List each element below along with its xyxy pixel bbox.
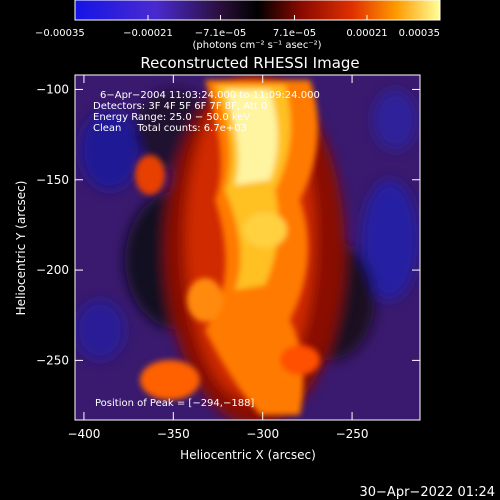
- chart-title: Reconstructed RHESSI Image: [140, 54, 359, 72]
- annotation-detectors: Detectors: 3F 4F 5F 6F 7F 8F, Att 0: [93, 101, 267, 112]
- x-tick-label: −300: [246, 427, 279, 441]
- y-tick-label: −250: [36, 353, 69, 367]
- x-tick-label: −250: [336, 427, 369, 441]
- plot-frame: [74, 74, 421, 421]
- y-tick-label: −100: [36, 82, 69, 96]
- y-axis: −100 −150 −200 −250: [36, 82, 420, 367]
- colorbar: [75, 0, 440, 20]
- heatmap-image: [75, 75, 420, 420]
- footer-timestamp: 30−Apr−2022 01:24: [360, 485, 496, 500]
- annotation-time-range: 6−Apr−2004 11:03:24.000 to 11:09:24.000: [100, 90, 320, 101]
- annotation-energy-range: Energy Range: 25.0 − 50.0 keV: [93, 112, 250, 123]
- annotation-peak-position: Position of Peak = [−294,−188]: [95, 398, 254, 409]
- x-tick-label: −350: [157, 427, 190, 441]
- colorbar-ticks: −0.00035 −0.00021 −7.1e−05 7.1e−05 0.00021 0.…: [35, 15, 441, 39]
- colorbar-tick-label: −0.00035: [35, 28, 85, 39]
- colorbar-tick-label: −7.1e−05: [195, 28, 247, 39]
- y-tick-label: −200: [36, 263, 69, 277]
- colorbar-unit-label: (photons cm⁻² s⁻¹ asec⁻²): [192, 40, 321, 51]
- colorbar-frame: [74, 0, 441, 21]
- annotation-clean-counts: Clean Total counts: 6.7e+03: [93, 123, 247, 134]
- colorbar-tick-label: 7.1e−05: [273, 28, 316, 39]
- x-tick-label: −400: [67, 427, 100, 441]
- colorbar-tick-label: −0.00021: [123, 28, 173, 39]
- x-axis: −400 −350 −300 −250: [67, 75, 369, 441]
- y-axis-label: Heliocentric Y (arcsec): [14, 181, 28, 316]
- y-tick-label: −150: [36, 173, 69, 187]
- x-axis-label: Heliocentric X (arcsec): [180, 448, 316, 462]
- colorbar-tick-label: 0.00021: [346, 28, 387, 39]
- colorbar-tick-label: 0.00035: [399, 28, 440, 39]
